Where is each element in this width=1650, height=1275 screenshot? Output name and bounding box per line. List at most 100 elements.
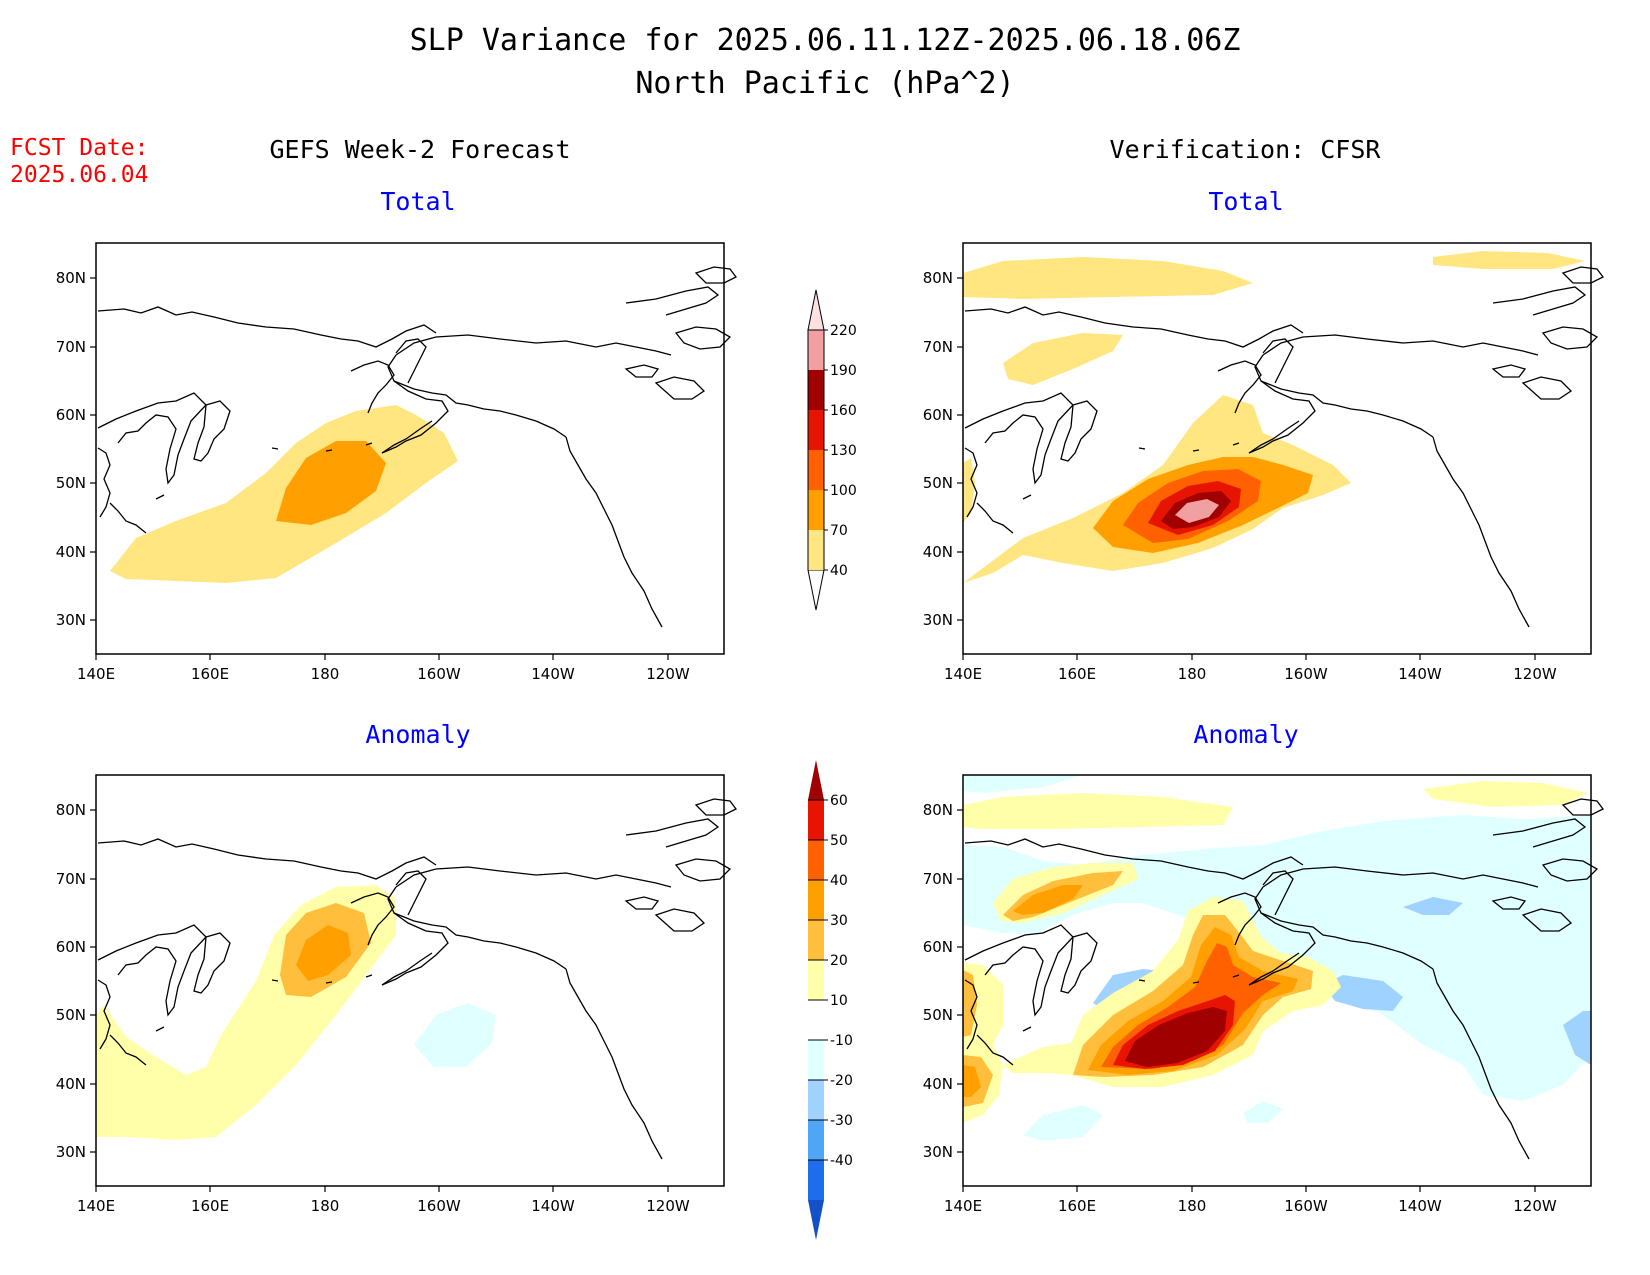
contour-30-west: [963, 1065, 981, 1097]
x-tick-label: 160E: [191, 665, 229, 683]
y-tick-label: 70N: [56, 870, 86, 888]
colorbar-label: -30: [830, 1113, 853, 1129]
panel-title-forecast-anomaly: Anomaly: [365, 720, 470, 749]
x-tick-label: 160E: [191, 1197, 229, 1215]
colorbar-swatch: [808, 450, 824, 490]
x-tick-label: 140W: [531, 665, 575, 683]
colorbar-label: 100: [830, 483, 857, 499]
map-verification-anomaly: [962, 774, 1604, 1187]
contour-10-greenland: [1423, 781, 1588, 807]
y-tick-label: 30N: [923, 1143, 953, 1161]
fcst-date-value: 2025.06.04: [10, 162, 148, 188]
colorbar-anomaly: 60 50 40 30 20 10 -10 -20 -30 -40: [808, 760, 853, 1240]
y-tick-label: 60N: [923, 938, 953, 956]
y-tick-label: 40N: [56, 1075, 86, 1093]
y-tick-label: 30N: [923, 611, 953, 629]
x-tick-label: 140W: [531, 1197, 575, 1215]
colorbar-swatch: [808, 920, 824, 960]
y-tick-label: 50N: [923, 1006, 953, 1024]
x-tick-label: 160E: [1058, 1197, 1096, 1215]
x-tick-label: 180: [1178, 1197, 1207, 1215]
colorbar-swatch: [808, 1160, 824, 1200]
y-tick-label: 60N: [923, 406, 953, 424]
contour-neg-20-c: [1323, 975, 1403, 1011]
colorbar-label: 220: [830, 323, 857, 339]
x-tick-label: 140E: [944, 1197, 982, 1215]
figure-title: SLP Variance for 2025.06.11.12Z-2025.06.…: [410, 23, 1241, 58]
axes-group: 140E 160E 180 160W 140W 120W 80N 70N 60N 50N 40N 30…: [56, 269, 1557, 1215]
x-tick-label: 120W: [646, 1197, 690, 1215]
colorbar-swatch: [808, 960, 824, 1000]
colorbar-label: -40: [830, 1153, 853, 1169]
contour-60-main: [1125, 1007, 1227, 1067]
colorbar-end-high: [807, 289, 825, 331]
contour-neg-20-b: [1403, 897, 1463, 915]
colorbar-swatch: [808, 840, 824, 880]
colorbar-label: 60: [830, 793, 848, 809]
contour-40-west: [963, 458, 975, 523]
x-tick-label: 120W: [1513, 1197, 1557, 1215]
colorbar-label: 20: [830, 953, 848, 969]
map-verification-total: [962, 242, 1604, 655]
colorbar-label: -10: [830, 1033, 853, 1049]
x-tick-label: 180: [1178, 665, 1207, 683]
colorbar-swatch: [808, 530, 824, 570]
contour-30: [296, 925, 351, 981]
colorbar-swatch: [808, 370, 824, 410]
y-tick-label: 40N: [923, 543, 953, 561]
contour-neg-10-south2: [1243, 1101, 1283, 1123]
x-tick-label: 120W: [1513, 665, 1557, 683]
contour-190: [1175, 499, 1219, 523]
colorbar-label: 130: [830, 443, 857, 459]
colorbar-swatch: [808, 880, 824, 920]
map-forecast-anomaly: [95, 774, 737, 1187]
y-tick-label: 60N: [56, 406, 86, 424]
y-tick-label: 30N: [56, 611, 86, 629]
contour-30-siberia: [1013, 885, 1083, 915]
y-tick-label: 50N: [56, 1006, 86, 1024]
contour-neg-10-south1: [1023, 1105, 1103, 1141]
x-tick-label: 180: [311, 665, 340, 683]
y-tick-label: 80N: [56, 269, 86, 287]
colorbar-total: 40 70 100 130 160 190 220: [807, 289, 857, 611]
y-tick-label: 50N: [56, 474, 86, 492]
y-tick-label: 80N: [56, 801, 86, 819]
x-tick-label: 160E: [1058, 665, 1096, 683]
y-tick-label: 30N: [56, 1143, 86, 1161]
contour-70: [276, 441, 386, 525]
colorbar-label: 70: [830, 523, 848, 539]
colorbar-end-low: [808, 1200, 824, 1240]
contour-40-greenland: [1433, 251, 1585, 269]
colorbar-end-high: [808, 760, 824, 800]
map-forecast-total: [95, 242, 737, 655]
colorbar-label: 10: [830, 993, 848, 1009]
column-title-forecast: GEFS Week-2 Forecast: [269, 135, 570, 164]
contour-neg-20-d: [1563, 1011, 1591, 1065]
colorbar-label: 190: [830, 363, 857, 379]
contour-neg-10: [414, 1003, 496, 1067]
y-tick-label: 40N: [923, 1075, 953, 1093]
colorbar-label: 50: [830, 833, 848, 849]
x-tick-label: 140E: [77, 665, 115, 683]
figure-subtitle: North Pacific (hPa^2): [635, 66, 1014, 101]
y-tick-label: 50N: [923, 474, 953, 492]
contour-40-siberia: [1003, 333, 1123, 385]
y-tick-label: 80N: [923, 801, 953, 819]
colorbar-swatch: [808, 1120, 824, 1160]
x-tick-label: 140E: [944, 665, 982, 683]
y-tick-label: 60N: [56, 938, 86, 956]
colorbar-swatch: [808, 410, 824, 450]
fcst-date-label: FCST Date:: [10, 135, 148, 161]
colorbar-label: 40: [830, 873, 848, 889]
x-tick-label: 180: [311, 1197, 340, 1215]
colorbar-label: 30: [830, 913, 848, 929]
colorbar-swatch: [808, 330, 824, 370]
x-tick-label: 160W: [417, 1197, 461, 1215]
x-tick-label: 160W: [1284, 665, 1328, 683]
colorbar-label: 160: [830, 403, 857, 419]
panel-title-verification-anomaly: Anomaly: [1193, 720, 1298, 749]
x-tick-label: 140W: [1398, 665, 1442, 683]
colorbar-swatch: [808, 1040, 824, 1080]
y-tick-label: 70N: [923, 870, 953, 888]
colorbar-swatch: [808, 1000, 824, 1040]
